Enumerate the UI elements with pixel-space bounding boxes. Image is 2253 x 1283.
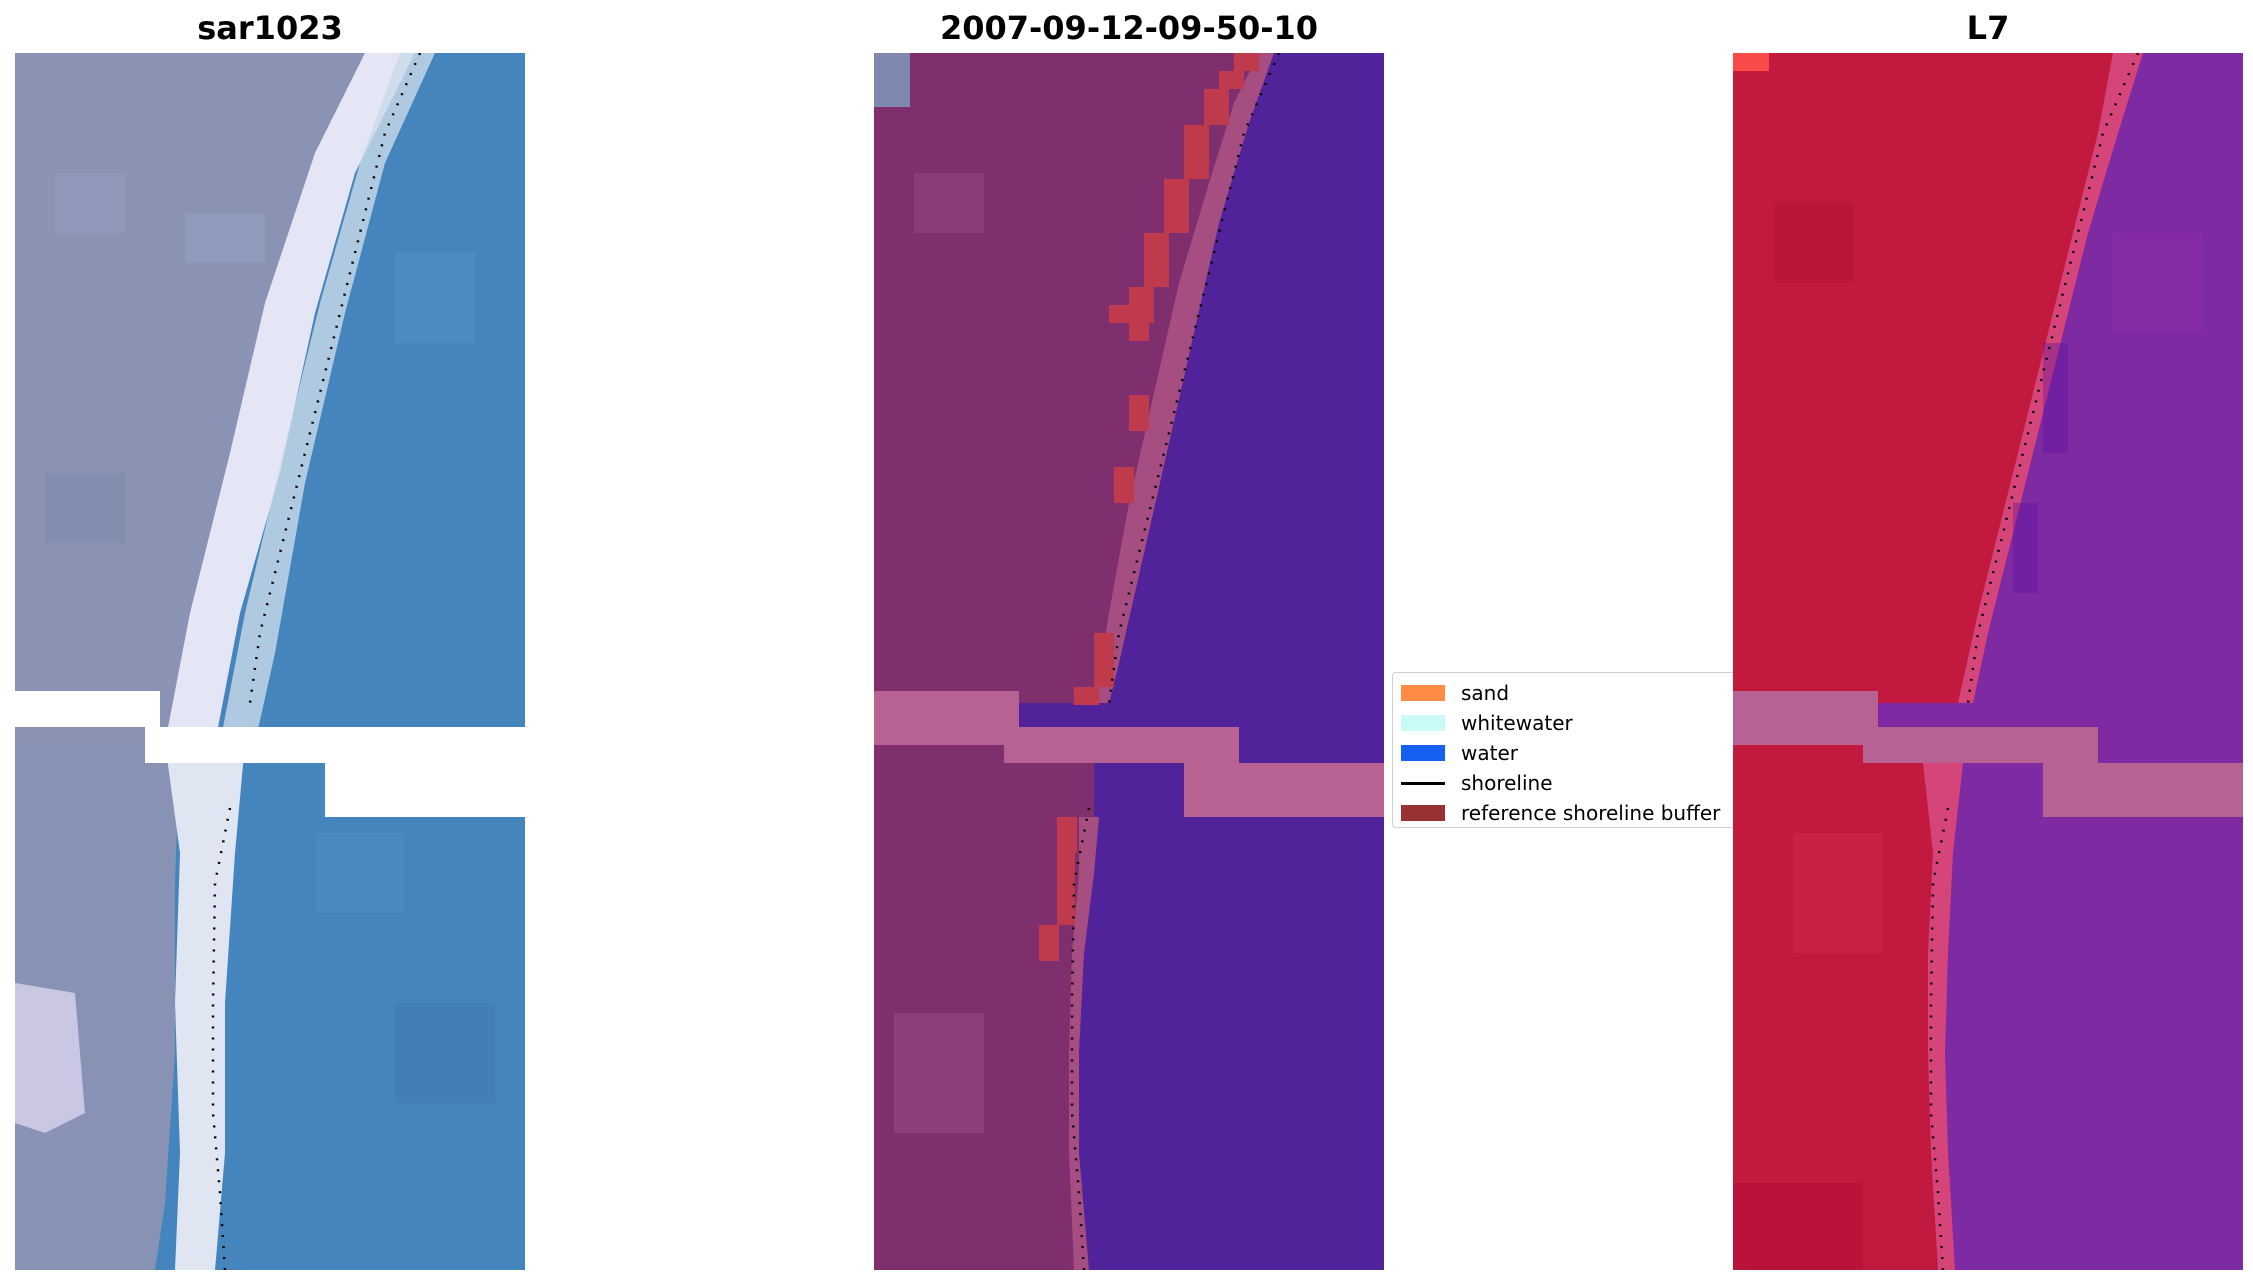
legend-label-water: water (1461, 741, 1518, 765)
reference-buffer-swatch (1401, 805, 1445, 821)
l7-image (1733, 53, 2243, 1270)
l7-panel (1733, 53, 2243, 1270)
legend-label-sand: sand (1461, 681, 1510, 705)
classification-panel (874, 53, 1384, 1270)
panel-title-l7: L7 (1966, 9, 2010, 47)
rgb-image-panel (15, 53, 525, 1270)
water-swatch (1401, 745, 1445, 761)
legend: sand whitewater water shoreline referenc… (1392, 672, 1737, 828)
legend-label-whitewater: whitewater (1461, 711, 1573, 735)
legend-label-shoreline: shoreline (1461, 771, 1553, 795)
legend-item-shoreline: shoreline (1401, 768, 1728, 798)
legend-item-water: water (1401, 738, 1728, 768)
legend-label-reference-buffer: reference shoreline buffer (1461, 801, 1721, 825)
legend-item-reference-buffer: reference shoreline buffer (1401, 798, 1728, 828)
classification-image (874, 53, 1384, 1270)
legend-item-sand: sand (1401, 678, 1728, 708)
sand-swatch (1401, 685, 1445, 701)
panel-title-sar1023: sar1023 (197, 9, 343, 47)
whitewater-swatch (1401, 715, 1445, 731)
rgb-image (15, 53, 525, 1270)
legend-item-whitewater: whitewater (1401, 708, 1728, 738)
panel-title-date: 2007-09-12-09-50-10 (939, 9, 1319, 47)
shoreline-line-swatch (1401, 781, 1445, 785)
